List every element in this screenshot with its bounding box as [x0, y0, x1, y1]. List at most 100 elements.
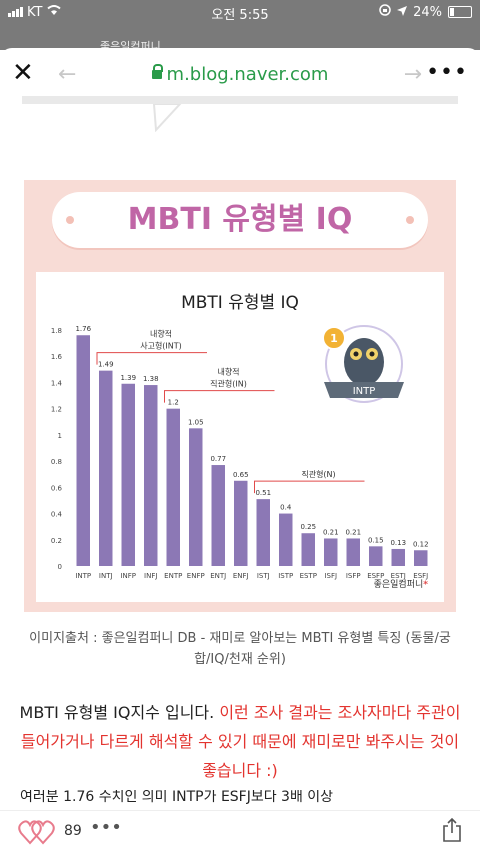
- value-label: 0.77: [210, 455, 226, 463]
- pill-dot-right: [406, 216, 414, 224]
- y-tick-label: 0.2: [51, 537, 62, 545]
- bar-enfj: [234, 480, 248, 566]
- signal-icon: [8, 7, 23, 17]
- pill-dot-left: [66, 216, 74, 224]
- carrier-label: KT: [27, 4, 43, 20]
- owl-pupil-left-icon: [353, 351, 359, 357]
- y-tick-label: 1.6: [51, 353, 63, 361]
- url-text: m.blog.naver.com: [166, 64, 329, 85]
- like-count: 89: [64, 823, 82, 839]
- post-menu-icon[interactable]: •••: [90, 817, 122, 838]
- value-label: 0.21: [323, 528, 339, 536]
- url-bar[interactable]: m.blog.naver.com: [0, 64, 480, 85]
- annotation-label: 직관형(IN): [210, 379, 247, 389]
- bar-isfp: [346, 538, 360, 566]
- y-tick-label: 0: [58, 563, 62, 571]
- paragraph-normal: MBTI 유형별 IQ지수 입니다.: [19, 703, 220, 722]
- share-icon[interactable]: [442, 817, 462, 847]
- forward-arrow-icon[interactable]: →: [403, 62, 422, 87]
- value-label: 1.76: [75, 325, 91, 333]
- x-tick-label: INTJ: [99, 572, 113, 580]
- lock-icon: [151, 64, 163, 79]
- annotation-label: 사고형(INT): [140, 342, 182, 351]
- value-label: 0.4: [280, 504, 292, 512]
- annotation-bracket: [254, 480, 365, 494]
- x-tick-label: ENFJ: [233, 572, 249, 580]
- browser-toolbar: ✕ ← m.blog.naver.com → •••: [0, 48, 480, 100]
- annotation-label: 직관형(N): [301, 469, 335, 479]
- x-tick-label: ESFP: [367, 572, 384, 580]
- chart-panel: MBTI 유형별 IQ 0 0.2 0.4 0.6 0.8 1 1.2 1.4 1.6 1.8 1.…: [36, 272, 444, 602]
- post-paragraph: MBTI 유형별 IQ지수 입니다. 이런 조사 결과는 조사자마다 주관이 들…: [16, 698, 464, 785]
- image-credit: 좋은일컴퍼니*: [374, 577, 428, 590]
- value-label: 1.49: [98, 361, 114, 369]
- status-right: 24%: [379, 4, 472, 20]
- credit-text: 좋은일컴퍼니: [373, 580, 424, 590]
- like-heart-icon[interactable]: [18, 819, 56, 849]
- status-bar: KT 오전 5:55 24%: [0, 0, 480, 24]
- x-tick-label: ISTJ: [257, 572, 270, 580]
- y-tick-label: 1.4: [51, 379, 63, 387]
- x-tick-label: ENFP: [187, 572, 205, 580]
- annotation-label: 내향적: [217, 367, 239, 377]
- y-tick-label: 1.8: [51, 327, 62, 335]
- credit-asterisk-icon: *: [423, 580, 428, 590]
- value-label: 0.15: [368, 536, 384, 544]
- bar-entj: [211, 465, 225, 566]
- back-arrow-icon[interactable]: ←: [58, 62, 77, 87]
- wifi-icon: [46, 4, 62, 20]
- bottom-action-bar: 89 •••: [0, 810, 480, 853]
- browser-sheet: ✕ ← m.blog.naver.com → ••• MBTI 유형별 IQ M…: [0, 48, 480, 853]
- y-tick-label: 0.8: [51, 458, 62, 466]
- x-tick-label: ESTJ: [391, 572, 406, 580]
- location-icon: [397, 5, 408, 20]
- chart-title: MBTI 유형별 IQ: [181, 293, 299, 313]
- bar-intj: [99, 370, 113, 566]
- banner-pill: MBTI 유형별 IQ: [52, 192, 428, 248]
- value-label: 1.2: [168, 399, 179, 407]
- bar-intp: [76, 335, 90, 566]
- next-paragraph-partial: 여러분 1.76 수치인 의미 INTP가 ESFJ보다 3배 이상: [20, 790, 460, 804]
- banner-title: MBTI 유형별 IQ: [127, 202, 353, 237]
- bar-istj: [256, 499, 270, 566]
- value-label: 0.13: [390, 539, 406, 547]
- infographic-card: MBTI 유형별 IQ MBTI 유형별 IQ 0 0.2 0.4 0.6 0.8 1 1.…: [24, 180, 456, 612]
- y-tick-label: 0.4: [51, 511, 63, 519]
- background-app: 좋은일컴퍼니: [0, 24, 480, 53]
- bar-infj: [144, 385, 158, 566]
- bar-estj: [391, 548, 405, 566]
- medal-rank: 1: [330, 332, 338, 345]
- badge-label: INTP: [353, 386, 376, 397]
- value-label: 0.51: [255, 489, 271, 497]
- carrier-area: KT: [8, 4, 62, 20]
- image-caption: 이미지출처 : 좋은일컴퍼니 DB - 재미로 알아보는 MBTI 유형별 특징…: [29, 631, 451, 667]
- y-tick-label: 1: [58, 432, 62, 440]
- rotation-lock-icon: [379, 4, 391, 20]
- quote-tail-icon: [152, 104, 182, 132]
- x-tick-label: ISFP: [346, 572, 361, 580]
- value-label: 0.65: [233, 471, 249, 479]
- more-options-icon[interactable]: •••: [426, 60, 468, 85]
- x-tick-label: INTP: [75, 572, 91, 580]
- quote-divider: [22, 96, 458, 104]
- y-tick-label: 0.6: [51, 484, 63, 492]
- x-tick-label: ESTP: [300, 572, 317, 580]
- x-tick-label: INFJ: [144, 572, 157, 580]
- owl-icon: [344, 338, 384, 386]
- clock: 오전 5:55: [211, 8, 269, 23]
- cutoff-text: 여러분 1.76 수치인 의미 INTP가 ESFJ보다 3배 이상: [20, 790, 334, 804]
- value-label: 1.38: [143, 375, 159, 383]
- value-label: 0.21: [345, 528, 361, 536]
- bar-istp: [279, 513, 293, 566]
- bar-chart: 0 0.2 0.4 0.6 0.8 1 1.2 1.4 1.6 1.8 1.76 INTP 1.49 IN…: [51, 325, 429, 580]
- close-icon[interactable]: ✕: [12, 58, 34, 88]
- bar-entp: [166, 408, 180, 566]
- bar-isfj: [324, 538, 338, 566]
- value-label: 0.12: [413, 540, 429, 548]
- x-tick-label: ISTP: [278, 572, 293, 580]
- paragraph-notice: 이런 조사 결과는 조사자마다 주관이 들어가거나 다르게 해석할 수 있기 때…: [20, 703, 461, 780]
- annotation-label: 내향적: [150, 329, 172, 339]
- owl-pupil-right-icon: [369, 351, 375, 357]
- bar-infp: [121, 383, 135, 566]
- value-label: 0.25: [300, 523, 316, 531]
